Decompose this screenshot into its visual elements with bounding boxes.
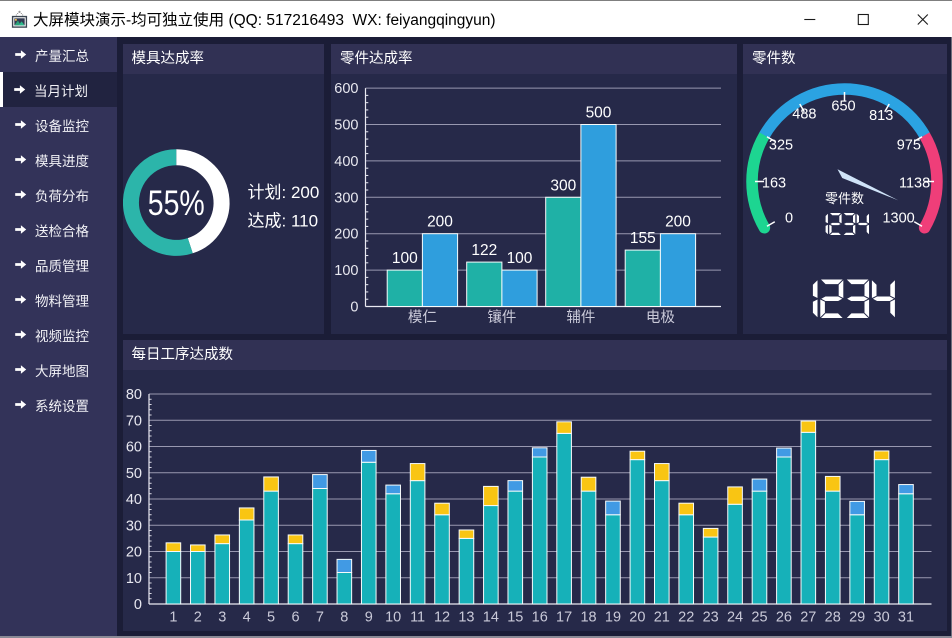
svg-text:100: 100 bbox=[334, 263, 358, 279]
svg-text:6: 6 bbox=[291, 609, 299, 625]
svg-text:12: 12 bbox=[433, 609, 449, 625]
svg-text:600: 600 bbox=[334, 81, 358, 97]
svg-text:13: 13 bbox=[458, 609, 474, 625]
svg-text:23: 23 bbox=[702, 609, 718, 625]
svg-text:2: 2 bbox=[193, 609, 201, 625]
svg-text:400: 400 bbox=[334, 153, 358, 169]
svg-text:55%: 55% bbox=[147, 184, 204, 223]
svg-text:10: 10 bbox=[385, 609, 401, 625]
svg-text:11: 11 bbox=[410, 609, 425, 625]
svg-text:19: 19 bbox=[604, 609, 620, 625]
svg-text:0: 0 bbox=[133, 597, 141, 613]
svg-text:26: 26 bbox=[775, 609, 791, 625]
svg-text:29: 29 bbox=[849, 609, 865, 625]
svg-text:50: 50 bbox=[125, 465, 141, 481]
svg-text:15: 15 bbox=[507, 609, 523, 625]
svg-text:16: 16 bbox=[531, 609, 547, 625]
svg-text:488: 488 bbox=[792, 106, 816, 122]
svg-text:40: 40 bbox=[125, 492, 141, 508]
svg-text:模仁: 模仁 bbox=[408, 309, 437, 326]
svg-text:31: 31 bbox=[897, 609, 913, 625]
svg-text:500: 500 bbox=[586, 104, 612, 121]
svg-text:30: 30 bbox=[873, 609, 889, 625]
svg-text:650: 650 bbox=[831, 98, 855, 114]
svg-text:镶件: 镶件 bbox=[487, 308, 516, 326]
svg-text:20: 20 bbox=[125, 544, 141, 560]
svg-text:500: 500 bbox=[334, 117, 358, 133]
svg-text:20: 20 bbox=[629, 609, 645, 625]
svg-text:0: 0 bbox=[785, 210, 793, 226]
svg-text:24: 24 bbox=[726, 609, 742, 625]
svg-text:30: 30 bbox=[125, 518, 141, 534]
svg-text:975: 975 bbox=[897, 137, 921, 153]
svg-text:27: 27 bbox=[800, 609, 816, 625]
svg-text:辅件: 辅件 bbox=[566, 309, 595, 326]
svg-text:10: 10 bbox=[125, 570, 141, 586]
svg-text:17: 17 bbox=[556, 609, 572, 625]
svg-text:14: 14 bbox=[482, 609, 498, 625]
svg-text:28: 28 bbox=[824, 609, 840, 625]
svg-text:813: 813 bbox=[869, 107, 893, 123]
svg-text:22: 22 bbox=[678, 609, 694, 625]
svg-text:25: 25 bbox=[751, 609, 767, 625]
svg-text:80: 80 bbox=[125, 387, 141, 403]
svg-text:电极: 电极 bbox=[646, 309, 675, 326]
svg-text:155: 155 bbox=[630, 230, 656, 247]
svg-text:3: 3 bbox=[218, 609, 226, 625]
svg-text:122: 122 bbox=[471, 242, 497, 259]
svg-text:163: 163 bbox=[762, 175, 786, 191]
svg-text:达成: 110: 达成: 110 bbox=[247, 211, 318, 230]
svg-text:1138: 1138 bbox=[899, 175, 930, 191]
svg-text:7: 7 bbox=[315, 609, 323, 625]
svg-text:1300: 1300 bbox=[882, 210, 914, 226]
svg-text:9: 9 bbox=[364, 609, 372, 625]
svg-text:计划: 200: 计划: 200 bbox=[247, 183, 319, 202]
svg-text:200: 200 bbox=[665, 213, 691, 230]
svg-text:300: 300 bbox=[334, 190, 358, 206]
svg-text:0: 0 bbox=[350, 299, 358, 315]
svg-text:21: 21 bbox=[653, 609, 669, 625]
svg-text:5: 5 bbox=[267, 609, 275, 625]
svg-text:1: 1 bbox=[169, 609, 177, 625]
svg-text:零件数: 零件数 bbox=[825, 191, 864, 206]
svg-text:100: 100 bbox=[392, 250, 418, 267]
svg-text:325: 325 bbox=[769, 137, 793, 153]
svg-text:100: 100 bbox=[507, 250, 533, 267]
svg-text:60: 60 bbox=[125, 439, 141, 455]
svg-text:8: 8 bbox=[340, 609, 348, 625]
svg-text:200: 200 bbox=[334, 226, 358, 242]
svg-text:200: 200 bbox=[427, 213, 453, 230]
svg-text:4: 4 bbox=[242, 609, 250, 625]
svg-text:18: 18 bbox=[580, 609, 596, 625]
svg-text:300: 300 bbox=[550, 177, 576, 194]
svg-text:70: 70 bbox=[125, 413, 141, 429]
